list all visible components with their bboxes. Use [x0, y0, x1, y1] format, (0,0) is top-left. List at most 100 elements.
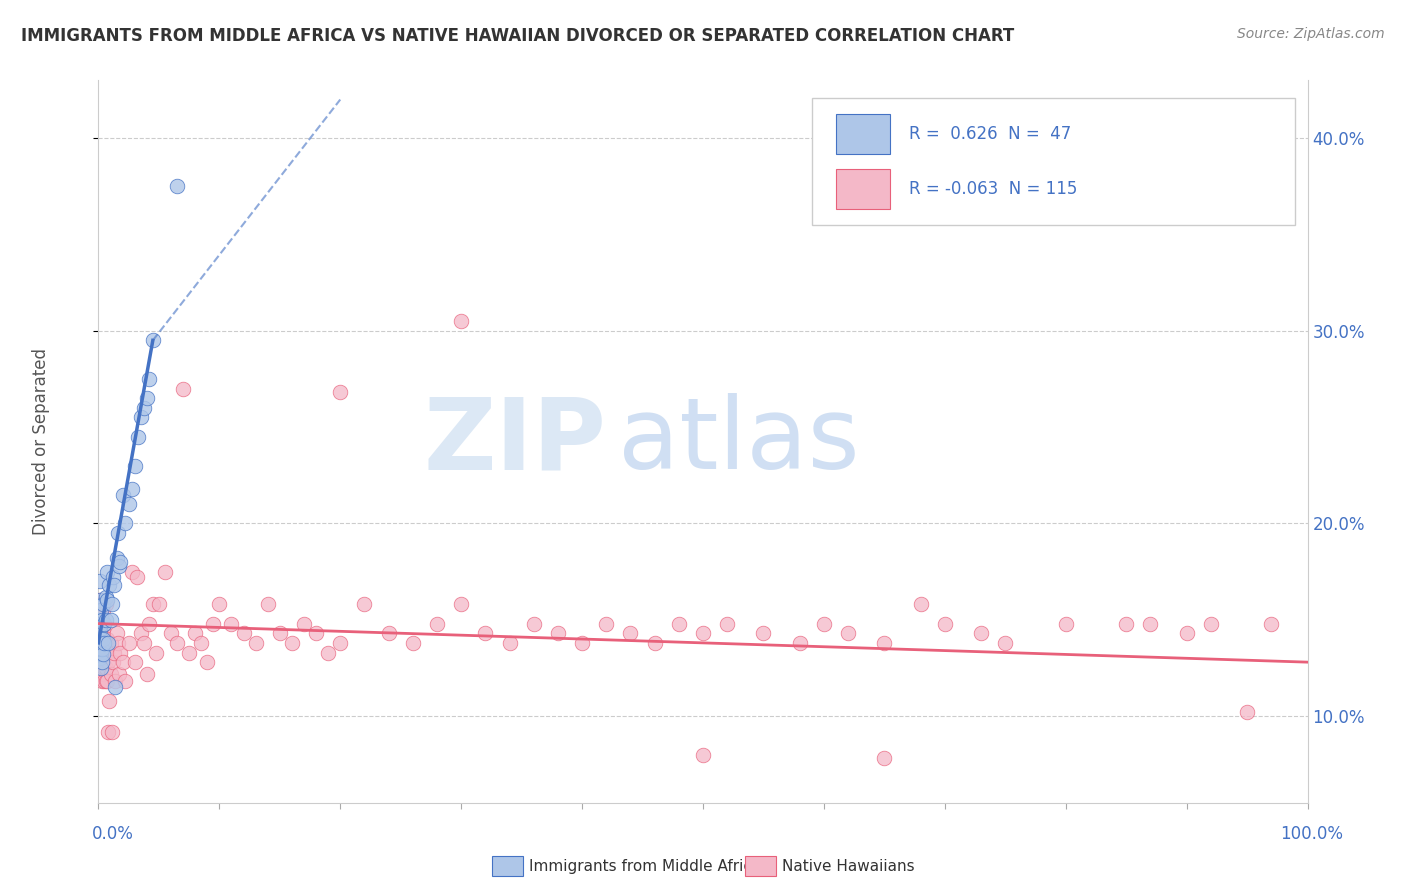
- Point: [93, 636, 115, 650]
- Point: [498, 636, 520, 650]
- Point: [91, 641, 114, 656]
- Point: [94, 613, 117, 627]
- Bar: [837, 114, 890, 154]
- Point: [108, 646, 131, 660]
- Point: [96, 674, 118, 689]
- Point: [90, 598, 112, 612]
- Point: [89, 651, 111, 665]
- Point: [571, 636, 593, 650]
- Point: [89, 632, 111, 646]
- Point: [316, 646, 339, 660]
- Point: [135, 666, 157, 681]
- Point: [329, 385, 352, 400]
- Point: [121, 482, 143, 496]
- Point: [668, 616, 690, 631]
- Point: [105, 551, 128, 566]
- Point: [94, 674, 117, 689]
- Point: [91, 661, 114, 675]
- Point: [91, 623, 114, 637]
- Point: [135, 391, 157, 405]
- Point: [87, 648, 110, 662]
- Point: [89, 636, 111, 650]
- Point: [281, 636, 304, 650]
- Point: [873, 636, 896, 650]
- Point: [145, 646, 167, 660]
- Point: [90, 651, 112, 665]
- Point: [93, 661, 115, 675]
- Point: [142, 334, 165, 348]
- Text: Native Hawaiians: Native Hawaiians: [782, 859, 914, 873]
- Point: [1115, 616, 1137, 631]
- Point: [91, 646, 114, 660]
- Point: [134, 636, 156, 650]
- Point: [111, 655, 134, 669]
- Point: [129, 626, 152, 640]
- Point: [127, 570, 149, 584]
- Point: [91, 632, 114, 646]
- Point: [89, 574, 111, 589]
- Point: [101, 655, 124, 669]
- Point: [118, 636, 141, 650]
- Point: [97, 655, 120, 669]
- Point: [90, 603, 112, 617]
- Point: [644, 636, 666, 650]
- Point: [90, 636, 112, 650]
- Point: [91, 598, 114, 612]
- Point: [450, 598, 472, 612]
- Point: [93, 616, 115, 631]
- Point: [377, 626, 399, 640]
- Point: [94, 590, 117, 604]
- Text: atlas: atlas: [619, 393, 860, 490]
- Point: [90, 616, 112, 631]
- Text: Source: ZipAtlas.com: Source: ZipAtlas.com: [1237, 27, 1385, 41]
- Point: [89, 593, 111, 607]
- Point: [692, 747, 714, 762]
- Point: [172, 382, 194, 396]
- Point: [208, 598, 231, 612]
- Point: [329, 636, 352, 650]
- Point: [305, 626, 328, 640]
- Point: [96, 565, 118, 579]
- Point: [160, 626, 183, 640]
- Point: [103, 578, 125, 592]
- Point: [994, 636, 1017, 650]
- Point: [89, 655, 111, 669]
- Point: [121, 565, 143, 579]
- Point: [1236, 705, 1258, 719]
- Point: [910, 598, 932, 612]
- Point: [426, 616, 449, 631]
- Point: [127, 430, 149, 444]
- Point: [87, 641, 110, 656]
- Point: [269, 626, 291, 640]
- Point: [93, 616, 115, 631]
- Point: [90, 646, 112, 660]
- Point: [138, 372, 160, 386]
- Point: [124, 458, 146, 473]
- Point: [93, 646, 115, 660]
- Point: [104, 674, 127, 689]
- Point: [90, 661, 112, 675]
- Point: [523, 616, 546, 631]
- Point: [934, 616, 956, 631]
- Point: [1139, 616, 1161, 631]
- Point: [232, 626, 254, 640]
- Point: [89, 616, 111, 631]
- Point: [134, 401, 156, 415]
- Point: [108, 558, 131, 573]
- Point: [970, 626, 993, 640]
- Point: [96, 593, 118, 607]
- Point: [789, 636, 811, 650]
- Point: [89, 593, 111, 607]
- Y-axis label: Divorced or Separated: Divorced or Separated: [32, 348, 51, 535]
- Point: [166, 179, 188, 194]
- Point: [118, 497, 141, 511]
- Point: [93, 674, 115, 689]
- FancyBboxPatch shape: [811, 98, 1295, 225]
- Point: [619, 626, 641, 640]
- Point: [142, 598, 165, 612]
- Point: [108, 555, 131, 569]
- Point: [100, 598, 122, 612]
- Point: [873, 751, 896, 765]
- Point: [1054, 616, 1077, 631]
- Point: [716, 616, 738, 631]
